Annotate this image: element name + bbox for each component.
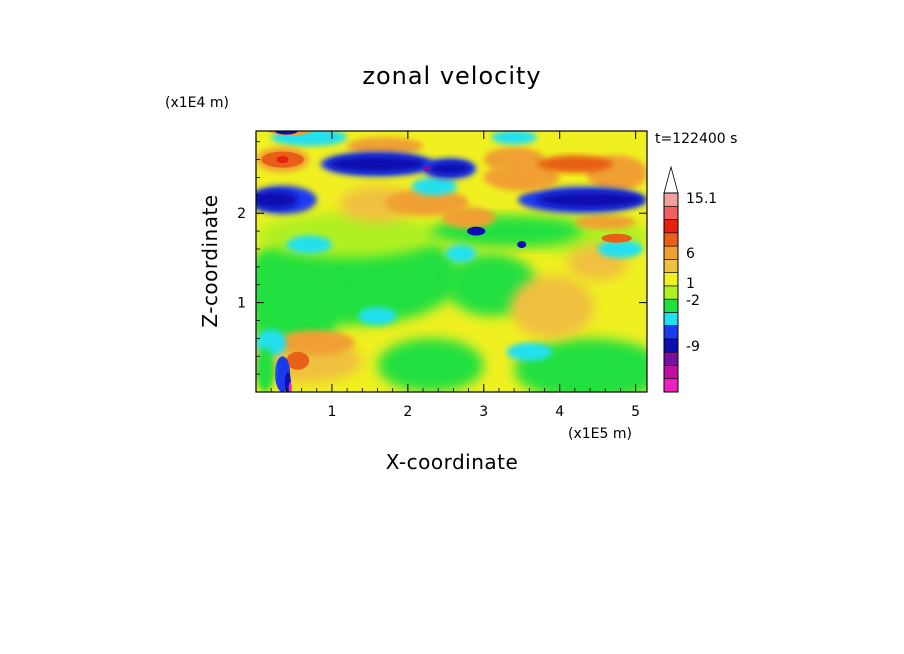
x-axis-label: X-coordinate [386, 450, 519, 474]
colorbar-segment [663, 338, 679, 353]
field-blob [517, 240, 527, 249]
colorbar-segment [663, 259, 679, 273]
field-blob [288, 382, 292, 392]
x-unit-label: (x1E5 m) [568, 426, 632, 442]
colorbar-segment [663, 351, 679, 366]
colorbar-label-6: 6 [686, 246, 695, 262]
y-axis-ticks [256, 141, 647, 375]
x-axis-ticks [270, 131, 637, 392]
colorbar-frame [663, 192, 679, 393]
colorbar-segment [663, 325, 679, 340]
field-blob [358, 307, 397, 325]
y-tick-label-2: 2 [237, 206, 246, 222]
field-blob [328, 156, 427, 173]
field-blob [286, 351, 310, 370]
colorbar-label-1: 1 [686, 276, 695, 292]
field-blob [423, 165, 431, 172]
time-label: t=122400 s [655, 131, 737, 147]
colorbar-label-minus-9: -9 [686, 339, 700, 355]
field-blob [601, 233, 632, 243]
field-blob [510, 275, 594, 339]
field-blob [256, 347, 275, 392]
colorbar-segment [663, 219, 679, 234]
field-blob [536, 191, 644, 208]
chart-title: zonal velocity [362, 62, 541, 90]
field-blob [411, 177, 458, 196]
field-blob [256, 213, 439, 258]
colorbar-segment [663, 365, 679, 380]
y-unit-label: (x1E4 m) [165, 95, 229, 111]
x-tick-label-2: 2 [403, 404, 412, 420]
field-blob [256, 190, 298, 209]
field-blob [385, 189, 469, 216]
field-blob [597, 240, 644, 258]
colorbar-segment [663, 205, 679, 220]
colorbar [663, 165, 679, 393]
field-blob [278, 330, 355, 356]
colorbar-segment [663, 272, 679, 287]
colorbar-segment [663, 312, 679, 326]
field-blob [491, 131, 537, 145]
colorbar-segment [663, 285, 679, 300]
field-blob [428, 162, 471, 175]
x-tick-label-5: 5 [631, 404, 640, 420]
field-blob [377, 338, 484, 392]
field-blob [286, 235, 332, 254]
field-blob [445, 244, 477, 263]
plot-frame [255, 130, 648, 393]
field-blob [483, 164, 560, 191]
field-blob [506, 342, 553, 361]
velocity-field [256, 131, 647, 392]
colorbar-extend-arrow [663, 165, 679, 194]
colorbar-segment [663, 192, 679, 207]
field-blob [536, 155, 613, 174]
colorbar-segment [663, 245, 679, 260]
field-blob [574, 215, 636, 230]
field-blob [467, 226, 486, 236]
colorbar-label-minus-2: -2 [686, 293, 700, 309]
field-blobs [256, 131, 647, 392]
field-blob [276, 156, 289, 164]
y-tick-label-1: 1 [237, 296, 246, 312]
colorbar-label-15-1: 15.1 [686, 191, 717, 207]
y-axis-label: Z-coordinate [198, 194, 222, 327]
colorbar-segment [663, 232, 679, 247]
x-tick-label-3: 3 [479, 404, 488, 420]
colorbar-segment [663, 378, 679, 393]
field-blob [442, 206, 496, 229]
field-blob [274, 131, 298, 135]
field-blob [347, 137, 424, 156]
x-tick-label-1: 1 [327, 404, 336, 420]
x-tick-label-4: 4 [555, 404, 564, 420]
colorbar-segment [663, 298, 679, 313]
